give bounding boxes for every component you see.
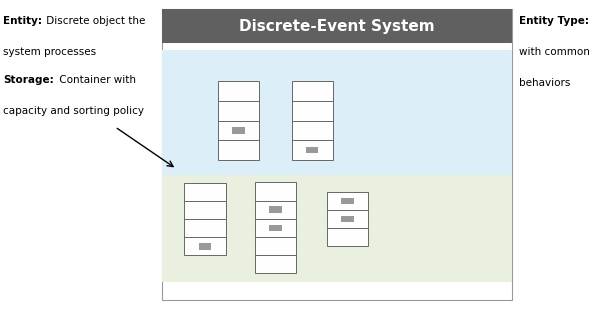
Bar	[198, 243, 211, 250]
Bar	[292, 101, 333, 121]
Text: Storage:: Storage:	[3, 75, 54, 85]
Bar	[255, 219, 296, 237]
Bar	[292, 140, 333, 160]
Text: with common attributes and: with common attributes and	[519, 47, 589, 57]
Bar	[255, 182, 296, 201]
Bar	[184, 237, 226, 255]
Bar	[255, 255, 296, 273]
Text: Entity:: Entity:	[3, 16, 42, 26]
Bar	[327, 210, 368, 228]
Bar	[184, 219, 226, 237]
Bar	[292, 121, 333, 140]
Text: Discrete object the: Discrete object the	[43, 16, 145, 26]
Bar	[232, 127, 245, 134]
Bar	[306, 147, 319, 153]
Bar	[218, 81, 259, 101]
Bar	[218, 121, 259, 140]
Bar	[342, 198, 354, 204]
Bar	[162, 9, 512, 300]
Text: Entity Type:: Entity Type:	[519, 16, 589, 26]
Bar	[184, 201, 226, 219]
Bar	[162, 9, 512, 43]
Text: Define entities: Define entities	[587, 16, 589, 26]
Bar	[292, 81, 333, 101]
Bar	[255, 237, 296, 255]
Bar	[162, 175, 512, 282]
Bar	[342, 216, 354, 223]
Bar	[270, 225, 282, 231]
Bar	[327, 228, 368, 246]
Bar	[327, 192, 368, 210]
Bar	[184, 183, 226, 201]
Bar	[270, 207, 282, 213]
Text: Discrete-Event System: Discrete-Event System	[239, 19, 435, 33]
Bar	[255, 201, 296, 219]
Text: behaviors: behaviors	[519, 78, 571, 88]
Text: capacity and sorting policy: capacity and sorting policy	[3, 106, 144, 116]
Bar	[218, 101, 259, 121]
Text: system processes: system processes	[3, 47, 96, 57]
Bar	[162, 50, 512, 175]
Bar	[218, 140, 259, 160]
Text: Container with: Container with	[56, 75, 136, 85]
